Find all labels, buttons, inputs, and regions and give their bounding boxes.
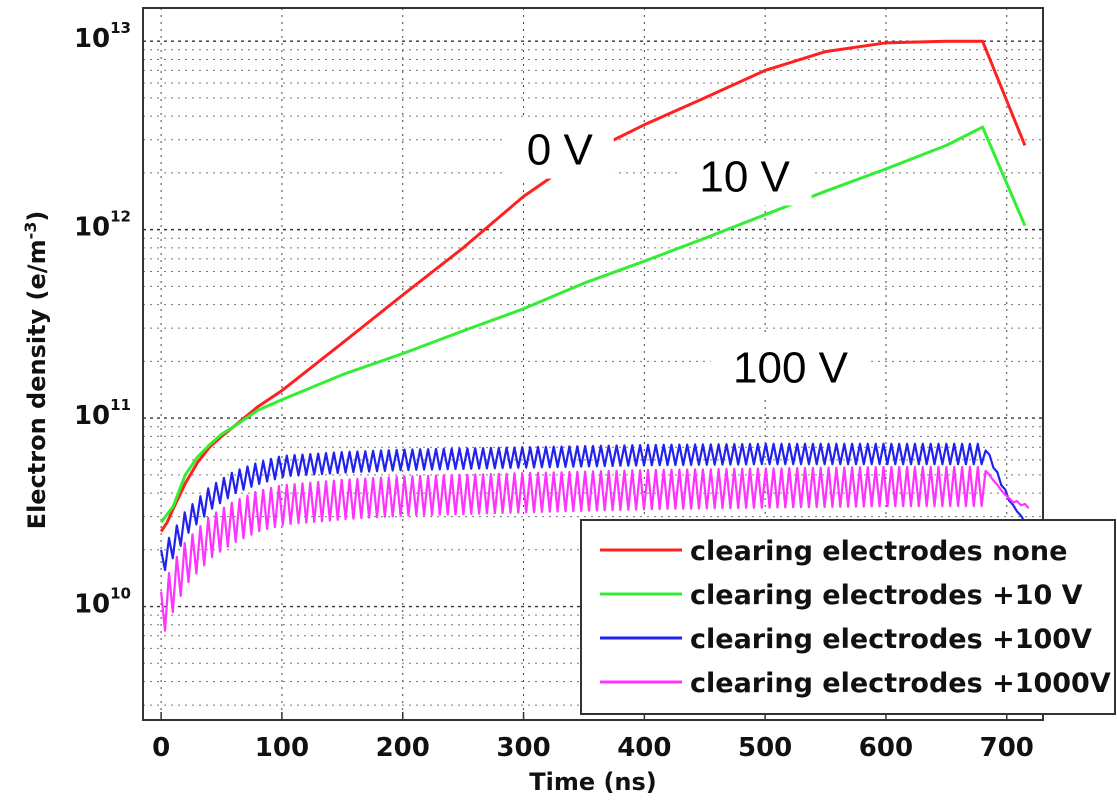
annotation-bg	[505, 118, 614, 179]
x-tick-label: 400	[617, 733, 671, 763]
x-tick-label: 300	[496, 733, 550, 763]
annotation-label: 100 V	[733, 343, 849, 392]
plot-frame	[142, 7, 1044, 721]
series-line-0	[159, 39, 1027, 533]
y-tick-exp: 11	[110, 396, 131, 414]
annotation-bg	[710, 336, 871, 397]
annotations: 0 V 10 V 100 V	[505, 118, 871, 397]
x-tick-label: 700	[980, 733, 1034, 763]
x-axis-label: Time (ns)	[529, 768, 657, 796]
y-tick-label: 1010	[74, 585, 131, 620]
y-axis-label-sup: -3	[21, 222, 40, 240]
y-tick-label: 1011	[74, 396, 131, 431]
legend: clearing electrodes none clearing electro…	[580, 519, 1116, 715]
y-axis-label-close: )	[23, 211, 51, 222]
annotation-label: 0 V	[527, 126, 594, 175]
series-line-2	[160, 442, 1030, 572]
y-tick-exp: 13	[110, 19, 131, 37]
legend-label: clearing electrodes +100V	[690, 624, 1092, 655]
y-tick-exp: 10	[110, 585, 131, 603]
y-tick-base: 10	[74, 590, 110, 620]
x-tick-label: 0	[152, 733, 170, 763]
x-tick-label: 600	[859, 733, 913, 763]
y-axis-label-main: Electron density (e/m	[23, 239, 51, 529]
legend-label: clearing electrodes +1000V	[690, 668, 1111, 699]
x-tick-label: 200	[376, 733, 430, 763]
legend-label: clearing electrodes +10 V	[690, 580, 1083, 611]
annotation-label: 10 V	[699, 153, 790, 202]
x-tick-label: 100	[255, 733, 309, 763]
legend-label: clearing electrodes none	[690, 536, 1067, 567]
y-tick-exp: 12	[110, 208, 131, 226]
series-line-3	[160, 465, 1030, 632]
y-axis-label: Electron density (e/m-3)	[21, 211, 52, 530]
annotation-bg	[677, 145, 812, 206]
series-line-1	[159, 125, 1027, 524]
y-tick-label: 1012	[74, 208, 131, 243]
y-tick-base: 10	[74, 213, 110, 243]
y-tick-base: 10	[74, 401, 110, 431]
y-tick-base: 10	[74, 24, 110, 54]
y-tick-label: 1013	[74, 19, 131, 54]
x-tick-label: 500	[738, 733, 792, 763]
series-layer	[159, 39, 1030, 632]
